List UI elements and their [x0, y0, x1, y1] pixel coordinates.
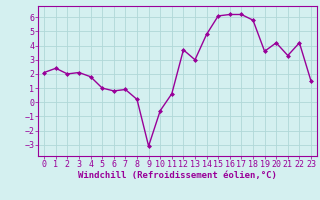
- X-axis label: Windchill (Refroidissement éolien,°C): Windchill (Refroidissement éolien,°C): [78, 171, 277, 180]
